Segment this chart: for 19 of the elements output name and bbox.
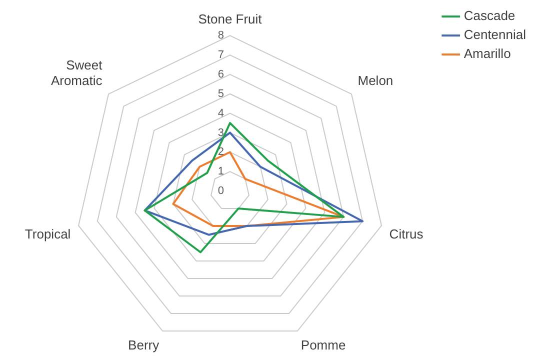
y-tick-label: 3 (218, 126, 224, 139)
legend-label: Centennial (464, 27, 526, 42)
spoke-label: Citrus (389, 226, 424, 242)
legend-label: Cascade (464, 8, 516, 24)
y-tick-label: 8 (218, 30, 224, 42)
y-tick-label: 2 (218, 146, 224, 158)
spoke-label: Tropical (24, 226, 71, 242)
y-tick-label: 7 (218, 49, 224, 62)
y-tick-label: 1 (218, 166, 224, 178)
spoke-label: Berry (128, 338, 160, 353)
spoke-label: Stone Fruit (198, 11, 262, 26)
y-tick-label: 5 (218, 88, 224, 100)
y-tick-label: 4 (218, 107, 224, 120)
spoke-label: Pomme (300, 338, 346, 353)
y-tick-label: 0 (218, 185, 224, 198)
spoke-label: Sweet Aromatic (50, 57, 103, 88)
y-tick-label: 6 (218, 68, 224, 80)
legend-label: Amarillo (464, 46, 511, 62)
spoke-label: Melon (358, 72, 394, 88)
